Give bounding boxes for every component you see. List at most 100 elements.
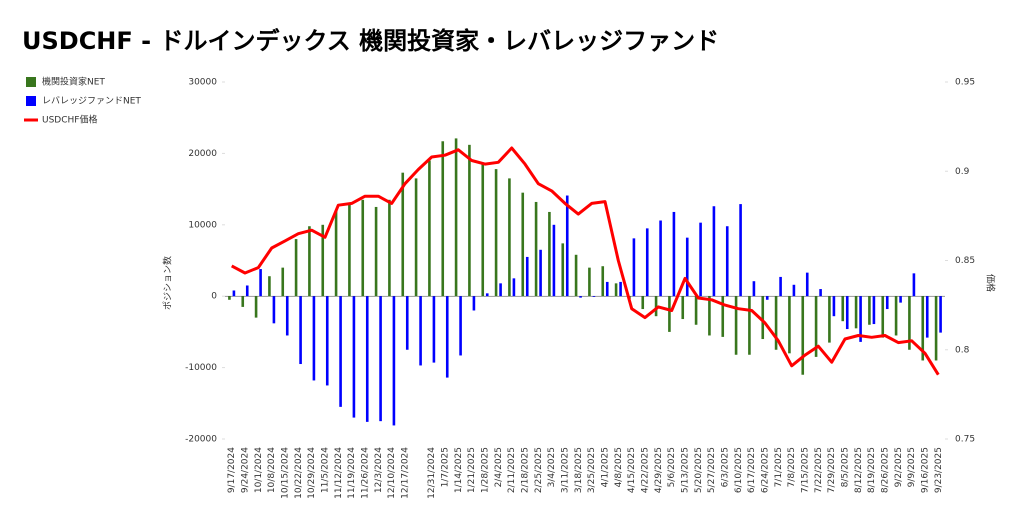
bar [765, 296, 769, 300]
bar [321, 224, 325, 297]
bar [699, 222, 702, 297]
bar [521, 192, 525, 297]
bar [681, 296, 685, 320]
bar [299, 296, 302, 365]
x-tick-label: 4/15/2025 [627, 447, 637, 493]
bar [565, 195, 569, 297]
bar [441, 141, 445, 297]
bar [725, 226, 729, 297]
x-tick-label: 9/2/2025 [894, 447, 904, 487]
legend-label: 機関投資家NET [42, 76, 105, 88]
x-tick-label: 7/15/2025 [801, 447, 811, 493]
bar [868, 296, 871, 325]
bar [832, 296, 836, 317]
bar [459, 296, 462, 356]
bar [494, 169, 498, 297]
bar [245, 285, 249, 297]
bar [734, 296, 738, 355]
bar [685, 237, 689, 297]
bar [232, 290, 236, 297]
x-tick-label: 6/24/2025 [761, 447, 771, 493]
y-tick-label: 20000 [188, 149, 217, 159]
bar [445, 296, 449, 378]
y2-tick-label: 0.95 [955, 78, 975, 88]
x-tick-label: 10/8/2024 [267, 447, 277, 493]
bar [401, 172, 405, 297]
legend-label: USDCHF価格 [42, 114, 97, 126]
y-axis-label: ポジション数 [162, 256, 174, 310]
bar [619, 281, 622, 297]
y2-tick-label: 0.75 [955, 435, 975, 445]
x-tick-label: 10/22/2024 [294, 447, 304, 499]
x-tick-label: 5/27/2025 [707, 447, 717, 493]
bar [668, 296, 671, 332]
x-tick-label: 10/29/2024 [307, 447, 317, 499]
x-tick-label: 9/9/2025 [907, 447, 917, 487]
bar [632, 238, 636, 297]
x-tick-label: 2/25/2025 [534, 447, 544, 493]
bar [592, 296, 596, 297]
bar [859, 296, 862, 342]
bar [392, 296, 396, 426]
bar [561, 243, 565, 297]
bar [934, 296, 938, 361]
bar [814, 296, 818, 357]
bar [721, 296, 725, 337]
x-tick-label: 8/19/2025 [867, 447, 877, 493]
bar [432, 296, 436, 363]
bar [428, 160, 431, 297]
x-tick-label: 9/23/2025 [934, 447, 944, 493]
bar [325, 296, 329, 386]
bar [908, 296, 911, 350]
bar [472, 296, 476, 311]
chart-title: USDCHF - ドルインデックス 機関投資家・レバレッジファンド [22, 27, 719, 55]
x-tick-label: 5/20/2025 [694, 447, 704, 493]
bar [308, 226, 311, 297]
x-tick-label: 1/14/2025 [454, 447, 464, 493]
bar [819, 289, 822, 297]
legend-label: レバレッジファンドNET [42, 96, 141, 107]
x-tick-label: 5/13/2025 [681, 447, 691, 493]
bar [779, 276, 782, 297]
price-line [230, 146, 940, 376]
x-tick-label: 3/18/2025 [574, 447, 584, 493]
bar [241, 296, 245, 307]
x-tick-label: 10/1/2024 [254, 447, 264, 493]
x-tick-label: 9/16/2025 [921, 447, 931, 493]
bar [365, 296, 369, 422]
x-tick-label: 1/28/2025 [481, 447, 491, 493]
bar [899, 296, 902, 303]
y2-tick-label: 0.85 [955, 256, 975, 266]
bar [788, 296, 791, 354]
bar [374, 206, 378, 297]
bar [388, 199, 391, 297]
bar [468, 144, 471, 297]
x-tick-label: 8/26/2025 [881, 447, 891, 493]
bar [352, 296, 356, 418]
bar [254, 296, 258, 318]
x-tick-label: 2/11/2025 [507, 447, 517, 493]
bar [712, 206, 716, 297]
bar [334, 210, 338, 297]
bar [419, 296, 422, 366]
bar [792, 284, 796, 297]
x-tick-label: 4/8/2025 [614, 447, 624, 487]
bar [588, 267, 591, 297]
bar [414, 178, 418, 297]
x-tick-label: 11/19/2024 [347, 447, 357, 499]
bar [539, 249, 542, 297]
x-tick-label: 9/24/2024 [241, 447, 251, 493]
bar [828, 296, 831, 343]
bar [672, 211, 676, 297]
bar [534, 201, 538, 297]
bar [339, 296, 342, 407]
x-tick-label: 7/29/2025 [827, 447, 837, 493]
x-tick-label: 6/10/2025 [734, 447, 744, 493]
bar [659, 220, 662, 297]
legend-swatch [26, 96, 36, 106]
x-tick-label: 8/5/2025 [841, 447, 851, 487]
bar [312, 296, 316, 381]
bar [614, 283, 618, 297]
y2-tick-label: 0.8 [955, 345, 970, 355]
